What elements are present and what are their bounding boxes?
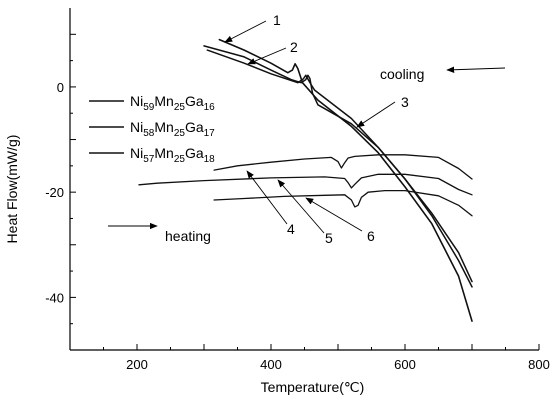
legend-entry: Ni58Mn25Ga17 <box>130 119 215 139</box>
curve-3 <box>203 45 473 288</box>
curve-leader-arrow <box>356 101 396 128</box>
annotations-layer: 12 3 4 5 6 cooling heating <box>108 12 506 246</box>
legend-subscript: 25 <box>174 102 186 113</box>
legend-element: Ga <box>185 93 204 109</box>
curve-leader-arrow <box>224 20 267 43</box>
legend-subscript: 59 <box>143 102 155 113</box>
x-tick-label: 800 <box>528 357 550 372</box>
x-tick-label: 600 <box>394 357 416 372</box>
curve-1 <box>218 38 473 322</box>
cooling-label: cooling <box>380 66 424 82</box>
legend-subscript: 18 <box>204 154 216 165</box>
y-tick-label: -20 <box>45 185 64 200</box>
curve-label-4: 4 <box>287 221 295 237</box>
curve-6 <box>213 189 473 217</box>
cooling-arrow <box>446 66 506 73</box>
legend-element: Ni <box>130 93 143 109</box>
legend-entry: Ni57Mn25Ga18 <box>130 145 215 165</box>
curve-leader-arrow <box>305 197 363 232</box>
curve-leader-arrow <box>246 170 288 225</box>
y-axis-title: Heat Flow(mW/g) <box>4 135 20 244</box>
y-tick-label: -40 <box>45 290 64 305</box>
curve-label-1: 1 <box>273 12 281 28</box>
axes-layer: 200 400 600 800 0 -20 -40 Temperature(℃) Heat Fl… <box>4 8 550 395</box>
y-tick-label: 0 <box>57 80 64 95</box>
curve-label-5: 5 <box>325 230 333 246</box>
legend-entry: Ni59Mn25Ga16 <box>130 93 215 113</box>
legend-subscript: 17 <box>204 128 216 139</box>
x-tick-label: 400 <box>260 357 282 372</box>
legend-element: Mn <box>154 119 173 135</box>
x-tick-label: 200 <box>126 357 148 372</box>
legend-element: Ga <box>185 145 204 161</box>
legend-subscript: 16 <box>204 102 216 113</box>
curve-4 <box>213 154 473 180</box>
curves-layer <box>138 38 473 322</box>
curve-leader-arrow <box>277 179 325 234</box>
legend-element: Ni <box>130 145 143 161</box>
legend-subscript: 25 <box>174 154 186 165</box>
curve-label-3: 3 <box>401 94 409 110</box>
legend-subscript: 58 <box>143 128 155 139</box>
legend-element: Mn <box>154 145 173 161</box>
curve-5 <box>138 173 473 196</box>
legend-element: Ga <box>185 119 204 135</box>
curve-leader-arrow <box>247 47 287 65</box>
legend-element: Ni <box>130 119 143 135</box>
curve-label-2: 2 <box>290 39 298 55</box>
legend-subscript: 57 <box>143 154 155 165</box>
x-axis-title: Temperature(℃) <box>261 379 365 395</box>
curve-label-6: 6 <box>367 228 375 244</box>
legend-subscript: 25 <box>174 128 186 139</box>
heating-label: heating <box>165 228 211 244</box>
legend-element: Mn <box>154 93 173 109</box>
